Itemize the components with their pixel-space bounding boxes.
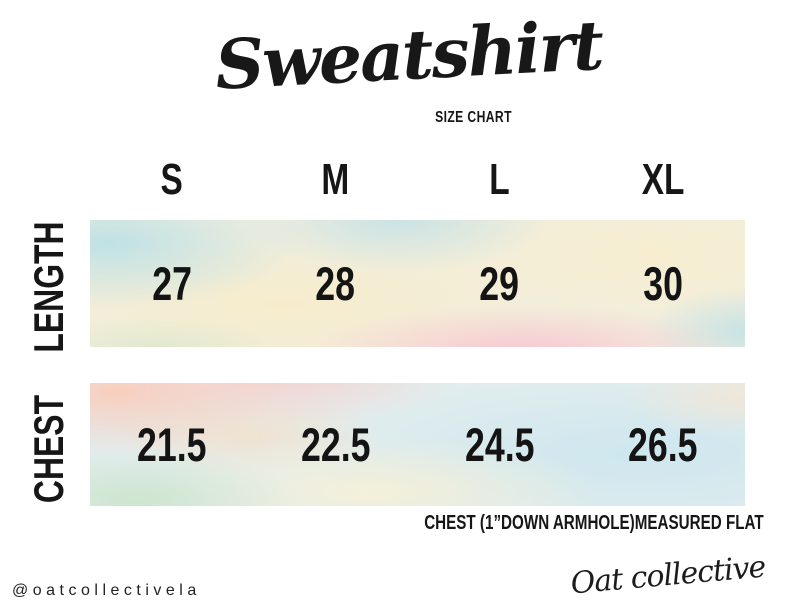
page-subtitle-text: SIZE CHART bbox=[434, 109, 512, 126]
length-value-s: 27 bbox=[152, 257, 192, 310]
chest-value-m: 22.5 bbox=[300, 418, 371, 471]
page-subtitle: SIZE CHART bbox=[393, 108, 553, 128]
length-row-label: LENGTH bbox=[25, 221, 72, 353]
size-column-headers: S M L XL bbox=[90, 155, 745, 205]
length-value-l: 29 bbox=[479, 257, 520, 310]
instagram-handle: @oatcollectivela bbox=[12, 582, 201, 599]
column-header-m: M bbox=[321, 155, 350, 204]
measurement-note: CHEST (1”DOWN ARMHOLE)MEASURED FLAT bbox=[424, 512, 764, 534]
chest-value-xl: 26.5 bbox=[628, 418, 698, 471]
column-header-s: S bbox=[160, 155, 184, 204]
chest-row-label: CHEST bbox=[25, 394, 72, 504]
chest-value-s: 21.5 bbox=[137, 418, 207, 471]
length-row: 27 28 29 30 bbox=[90, 220, 745, 347]
length-value-m: 28 bbox=[315, 257, 356, 310]
chest-row: 21.5 22.5 24.5 26.5 bbox=[90, 383, 745, 506]
chest-value-l: 24.5 bbox=[464, 418, 535, 471]
column-header-l: L bbox=[489, 155, 510, 204]
length-value-xl: 30 bbox=[643, 257, 683, 310]
page-title: Sweatshirt bbox=[213, 5, 604, 106]
brand-signature: Oat collective bbox=[569, 549, 767, 602]
column-header-xl: XL bbox=[641, 155, 685, 204]
